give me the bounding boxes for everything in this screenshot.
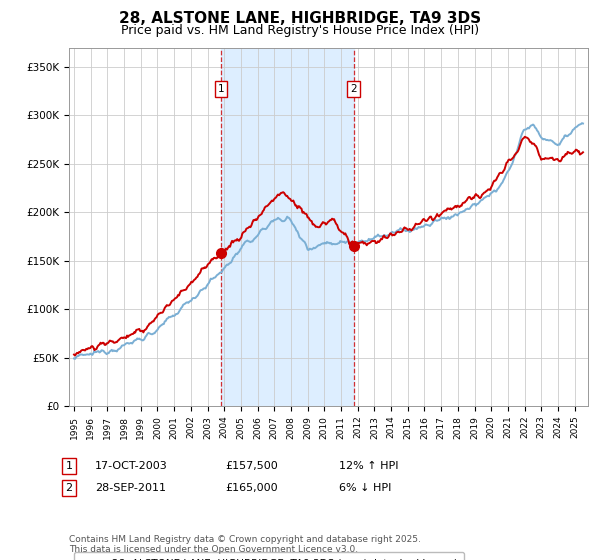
Text: 28, ALSTONE LANE, HIGHBRIDGE, TA9 3DS: 28, ALSTONE LANE, HIGHBRIDGE, TA9 3DS (119, 11, 481, 26)
Text: 12% ↑ HPI: 12% ↑ HPI (339, 461, 398, 471)
Text: Contains HM Land Registry data © Crown copyright and database right 2025.
This d: Contains HM Land Registry data © Crown c… (69, 535, 421, 554)
Text: 17-OCT-2003: 17-OCT-2003 (95, 461, 167, 471)
Text: 2: 2 (350, 84, 357, 94)
Bar (221, 48, 353, 406)
Text: 6% ↓ HPI: 6% ↓ HPI (339, 483, 391, 493)
Text: 28-SEP-2011: 28-SEP-2011 (95, 483, 166, 493)
Text: £157,500: £157,500 (225, 461, 278, 471)
Text: 2: 2 (65, 483, 73, 493)
Text: Price paid vs. HM Land Registry's House Price Index (HPI): Price paid vs. HM Land Registry's House … (121, 24, 479, 36)
Text: £165,000: £165,000 (225, 483, 278, 493)
Text: 1: 1 (218, 84, 224, 94)
Text: 1: 1 (65, 461, 73, 471)
Legend: 28, ALSTONE LANE, HIGHBRIDGE, TA9 3DS (semi-detached house), HPI: Average price,: 28, ALSTONE LANE, HIGHBRIDGE, TA9 3DS (s… (74, 552, 464, 560)
